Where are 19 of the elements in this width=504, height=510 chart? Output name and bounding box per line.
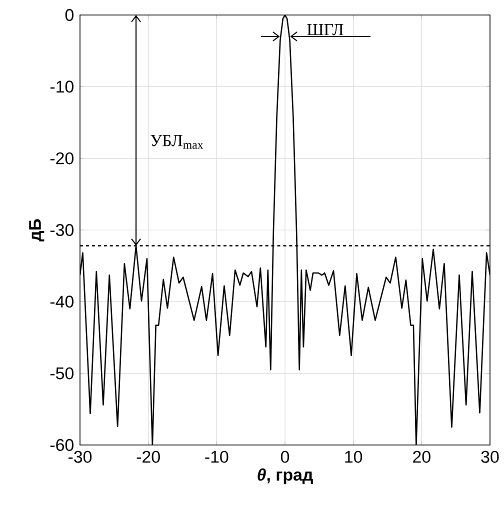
x-axis-title: θ, град bbox=[258, 468, 313, 484]
x-tick-label: -20 bbox=[136, 450, 160, 463]
y-tick-label: -30 bbox=[50, 224, 74, 236]
x-tick-label: 10 bbox=[345, 450, 362, 463]
annotation: УБЛ$_{max}$ bbox=[150, 135, 204, 149]
x-tick-label: -10 bbox=[205, 450, 228, 463]
y-tick-label: -60 bbox=[50, 438, 74, 451]
y-tick-label: -50 bbox=[50, 367, 74, 380]
x-tick-label: 20 bbox=[413, 450, 430, 463]
x-tick-label: 0 bbox=[280, 450, 290, 463]
y-tick-label: -20 bbox=[50, 152, 74, 164]
line-series bbox=[80, 14, 490, 445]
x-tick-label: -30 bbox=[68, 450, 92, 463]
y-tick-label: -10 bbox=[50, 80, 74, 93]
y-tick-label: 0 bbox=[65, 9, 74, 21]
y-tick-label: -40 bbox=[50, 296, 74, 308]
x-tick-label: 30 bbox=[481, 450, 499, 463]
annotation: ШГЛ bbox=[307, 24, 344, 36]
y-axis-title: дБ bbox=[29, 219, 44, 242]
